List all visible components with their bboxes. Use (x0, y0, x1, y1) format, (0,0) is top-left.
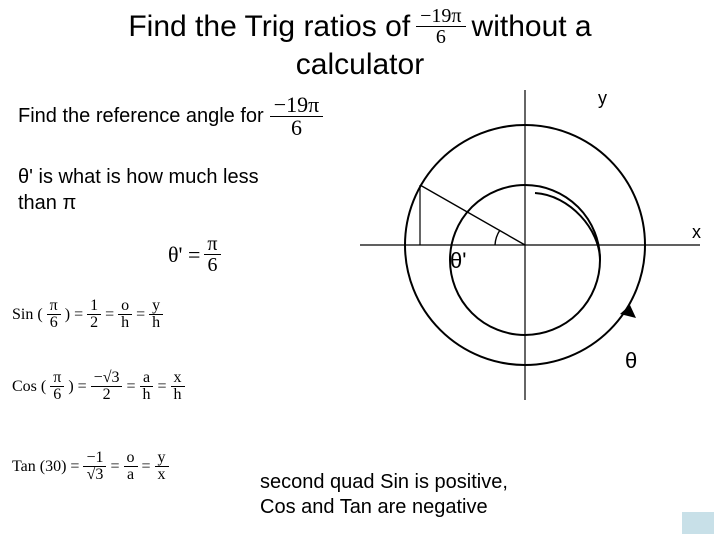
sin-fn: Sin (12, 306, 33, 324)
quad-note-line1: second quad Sin is positive, (260, 470, 508, 495)
sub1-text: Find the reference angle for (18, 105, 264, 128)
quad-note-line2: Cos and Tan are negative (260, 495, 508, 520)
reference-angle-text: Find the reference angle for −19π 6 (18, 94, 323, 139)
theta-label: θ (625, 348, 637, 374)
corner-decoration (682, 512, 714, 534)
title-suffix: without a (472, 9, 592, 45)
title-frac-num: −19π (416, 6, 465, 27)
sub2-line2: than π (18, 190, 259, 216)
sub2-line1: θ' is what is how much less (18, 164, 259, 190)
terminal-side (420, 185, 525, 245)
cos-equation: Cos ( π 6 ) = −√3 2 = a h = x h (12, 370, 185, 403)
theta-prime-arc (495, 230, 500, 245)
sub1-frac-den: 6 (287, 117, 306, 139)
quadrant-note: second quad Sin is positive, Cos and Tan… (260, 470, 508, 520)
diagram-svg (340, 90, 710, 410)
unit-circle-diagram: y x θ' θ (340, 90, 710, 410)
sub1-frac-num: −19π (270, 94, 324, 117)
sin-equation: Sin ( π 6 ) = 1 2 = o h = y h (12, 298, 163, 331)
title-prefix: Find the Trig ratios of (128, 9, 410, 45)
page-title: Find the Trig ratios of −19π 6 without a… (0, 0, 720, 83)
theta-prime-description: θ' is what is how much less than π (18, 164, 259, 216)
tan-equation: Tan (30) = −1 √3 = o a = y x (12, 450, 169, 483)
theta-prime-num: π (204, 234, 220, 255)
x-axis-label: x (692, 222, 701, 243)
cos-fn: Cos (12, 378, 37, 396)
title-line2: calculator (20, 47, 700, 83)
title-frac-den: 6 (432, 27, 450, 47)
theta-prime-label: θ' (450, 248, 466, 274)
tan-fn: Tan (12, 458, 36, 476)
y-axis-label: y (598, 88, 607, 109)
sub1-fraction: −19π 6 (270, 94, 324, 139)
theta-prime-den: 6 (204, 255, 220, 275)
spiral-connector (535, 193, 600, 260)
theta-prime-lhs: θ' = (168, 242, 200, 268)
title-fraction: −19π 6 (416, 6, 465, 47)
theta-prime-equation: θ' = π 6 (168, 234, 221, 275)
